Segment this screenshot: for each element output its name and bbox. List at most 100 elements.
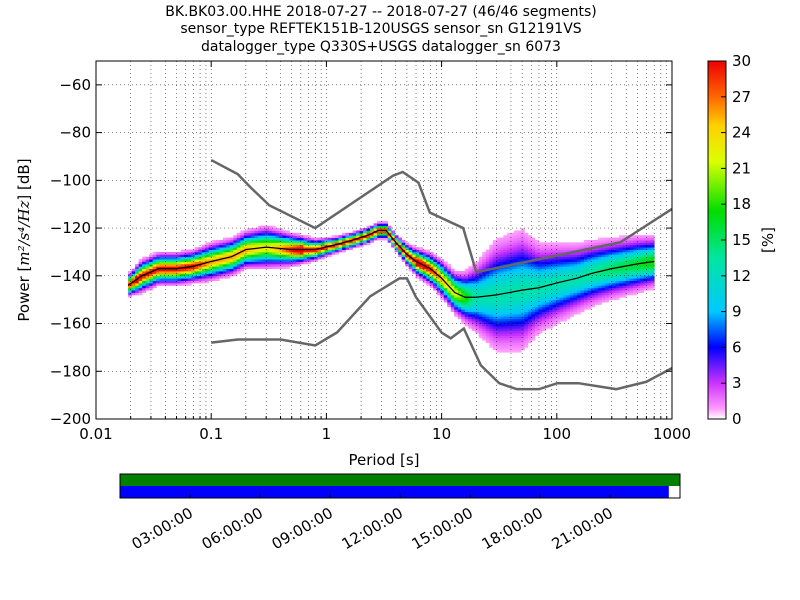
heatmap-cell bbox=[506, 235, 511, 239]
heatmap-cell bbox=[566, 254, 571, 258]
heatmap-cell bbox=[198, 273, 203, 277]
heatmap-cell bbox=[555, 251, 560, 255]
heatmap-cell bbox=[180, 256, 185, 260]
heatmap-cell bbox=[615, 237, 620, 241]
heatmap-cell bbox=[450, 278, 455, 281]
heatmap-cell bbox=[510, 292, 515, 296]
heatmap-cell bbox=[356, 235, 360, 239]
heatmap-cell bbox=[194, 254, 199, 258]
heatmap-cell bbox=[152, 254, 157, 258]
heatmap-cell bbox=[187, 254, 192, 258]
heatmap-cell bbox=[650, 271, 655, 274]
heatmap-cell bbox=[531, 316, 536, 320]
heatmap-cell bbox=[650, 237, 655, 241]
heatmap-cell bbox=[173, 254, 178, 258]
heatmap-cell bbox=[636, 266, 641, 270]
heatmap-cell bbox=[605, 273, 609, 277]
heatmap-cell bbox=[612, 271, 616, 274]
heatmap-cell bbox=[517, 259, 522, 262]
heatmap-cell bbox=[461, 309, 466, 312]
heatmap-cell bbox=[615, 261, 620, 265]
psd-plot: 0.01 0.1 1 10 100 1000 −200−180−160−140−120−1… bbox=[15, 60, 691, 469]
heatmap-cell bbox=[320, 256, 325, 260]
heatmap-cell bbox=[499, 345, 504, 348]
heatmap-cell bbox=[633, 268, 638, 272]
heatmap-cell bbox=[538, 323, 543, 327]
heatmap-cell bbox=[492, 330, 497, 334]
heatmap-cell bbox=[640, 263, 645, 267]
heatmap-cell bbox=[370, 237, 374, 241]
heatmap-cell bbox=[415, 266, 420, 270]
heatmap-cell bbox=[296, 244, 301, 248]
heatmap-cell bbox=[482, 321, 487, 324]
heatmap-cell bbox=[573, 282, 578, 286]
heatmap-cell bbox=[503, 337, 508, 341]
heatmap-cell bbox=[285, 251, 290, 255]
heatmap-cell bbox=[461, 292, 466, 296]
heatmap-cell bbox=[201, 271, 206, 274]
heatmap-cell bbox=[468, 275, 473, 279]
heatmap-cell bbox=[566, 316, 571, 320]
heatmap-cell bbox=[482, 261, 487, 265]
heatmap-cell bbox=[187, 251, 192, 255]
heatmap-cell bbox=[296, 237, 301, 241]
heatmap-cell bbox=[531, 311, 536, 315]
heatmap-cell bbox=[482, 330, 487, 334]
heatmap-cell bbox=[598, 280, 602, 284]
heatmap-cell bbox=[619, 287, 623, 291]
heatmap-cell bbox=[513, 230, 518, 234]
heatmap-cell bbox=[566, 313, 571, 317]
heatmap-cell bbox=[243, 256, 248, 260]
heatmap-cell bbox=[506, 297, 511, 301]
heatmap-cell bbox=[247, 242, 252, 246]
heatmap-cell bbox=[615, 294, 620, 298]
heatmap-cell bbox=[433, 266, 438, 270]
heatmap-cell bbox=[513, 294, 518, 298]
heatmap-cell bbox=[464, 306, 469, 310]
heatmap-cell bbox=[527, 249, 532, 253]
heatmap-cell bbox=[457, 280, 462, 284]
heatmap-cell bbox=[566, 309, 571, 312]
heatmap-cell bbox=[180, 259, 185, 262]
heatmap-cell bbox=[615, 280, 620, 284]
heatmap-cell bbox=[647, 247, 652, 250]
heatmap-cell bbox=[212, 240, 217, 243]
heatmap-cell bbox=[461, 304, 466, 308]
heatmap-cell bbox=[531, 328, 536, 332]
heatmap-cell bbox=[548, 273, 553, 277]
heatmap-cell bbox=[506, 240, 511, 243]
heatmap-cell bbox=[205, 244, 210, 248]
heatmap-cell bbox=[643, 275, 648, 279]
heatmap-cell bbox=[496, 285, 501, 289]
heatmap-cell bbox=[548, 325, 553, 329]
heatmap-cell bbox=[534, 294, 539, 298]
heatmap-cell bbox=[580, 263, 585, 267]
heatmap-cell bbox=[520, 268, 525, 272]
heatmap-cell bbox=[640, 235, 645, 239]
heatmap-cell bbox=[313, 254, 318, 258]
heatmap-cell bbox=[566, 282, 571, 286]
heatmap-cell bbox=[226, 256, 231, 260]
heatmap-cell bbox=[250, 237, 255, 241]
heatmap-cell bbox=[219, 275, 224, 279]
heatmap-cell bbox=[464, 321, 469, 324]
heatmap-cell bbox=[555, 290, 560, 293]
heatmap-cell bbox=[401, 259, 406, 262]
heatmap-cell bbox=[429, 259, 434, 262]
heatmap-cell bbox=[552, 304, 557, 308]
heatmap-cell bbox=[131, 282, 136, 286]
heatmap-cell bbox=[205, 242, 210, 246]
heatmap-cell bbox=[215, 273, 220, 277]
heatmap-cell bbox=[138, 285, 143, 289]
heatmap-cell bbox=[485, 290, 490, 293]
heatmap-cell bbox=[601, 251, 606, 255]
heatmap-cell bbox=[531, 318, 536, 322]
heatmap-cell bbox=[534, 242, 539, 246]
heatmap-cell bbox=[584, 254, 588, 258]
heatmap-cell bbox=[457, 313, 462, 317]
heatmap-cell bbox=[170, 259, 175, 262]
heatmap-cell bbox=[499, 318, 504, 322]
heatmap-cell bbox=[587, 261, 592, 265]
heatmap-cell bbox=[394, 235, 399, 239]
y-tick-label: −120 bbox=[50, 219, 91, 237]
